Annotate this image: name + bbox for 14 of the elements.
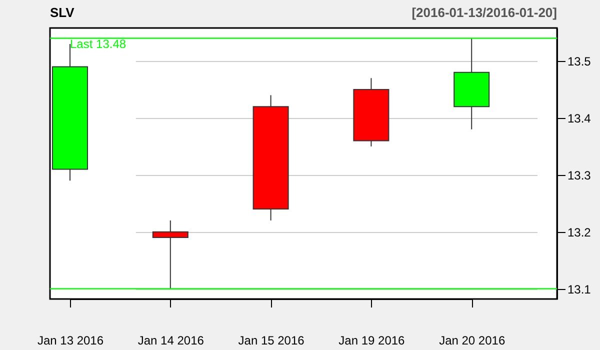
y-tick-label: 13.4	[568, 111, 592, 126]
y-tick-label: 13.1	[568, 282, 592, 296]
chart-subtitle: [2016-01-13/2016-01-20]	[412, 5, 557, 20]
x-tick-label: Jan 15 2016	[238, 334, 305, 348]
x-tick-label: Jan 20 2016	[439, 334, 506, 348]
y-tick-label: 13.2	[568, 225, 592, 240]
candlestick	[152, 220, 188, 290]
y-tick-label: 13.5	[568, 54, 592, 69]
x-tick-label: Jan 14 2016	[138, 334, 204, 348]
ref-line-label: Last 13.48	[70, 37, 126, 52]
x-tick-label: Jan 19 2016	[338, 334, 406, 348]
chart-title: SLV	[50, 5, 75, 20]
x-tick-label: Jan 13 2016	[37, 334, 104, 348]
y-tick-label: 13.3	[568, 168, 592, 182]
